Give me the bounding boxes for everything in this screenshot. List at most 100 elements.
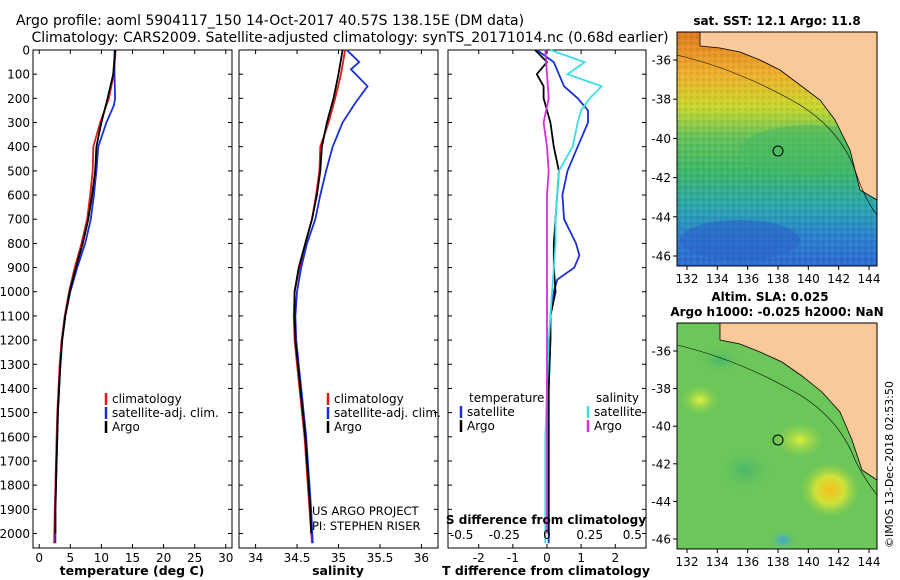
sla-map-panel: Altim. SLA: 0.025 Argo h1000: -0.025 h20…: [651, 290, 883, 569]
depth-tick-label: 400: [7, 140, 30, 154]
salinity-tick-label: 34.5: [284, 551, 311, 565]
depth-tick-label: 1400: [0, 382, 30, 396]
salinity-panel: 34 34.5 35 35.5 36 salinity climatology sate…: [238, 49, 441, 578]
longitude-tick-label: 138: [767, 272, 790, 286]
s-difference-tick-label: 0.5: [623, 528, 642, 542]
s-difference-tick-label: 0: [543, 528, 551, 542]
latitude-tick-label: -42: [651, 171, 671, 185]
depth-tick-label: 1000: [0, 285, 30, 299]
t-difference-axis-label: T difference from climatology: [442, 563, 650, 578]
salinity-legend: climatology satellite-adj. clim. Argo: [326, 392, 441, 434]
shelf-contour: [677, 344, 877, 496]
s-difference-tick-label: -0.25: [489, 528, 520, 542]
t-difference-tick-label: -1: [507, 551, 519, 565]
legend-label-argo: Argo: [112, 420, 140, 434]
temperature-x-axis: 0 5 10 15 20 25 30: [35, 50, 233, 565]
legend-label-t-argo: Argo: [467, 419, 495, 433]
project-credit: US ARGO PROJECT: [312, 504, 420, 518]
imos-stamp: ©IMOS 13-Dec-2018 02:53:50: [883, 381, 896, 548]
sst-longitude-axis: 132 134 136 138 140 142 144: [676, 266, 880, 286]
pi-credit: PI: STEPHEN RISER: [312, 519, 421, 533]
depth-tick-label: 0: [22, 44, 30, 58]
longitude-tick-label: 134: [706, 555, 729, 569]
depth-tick-label: 1300: [0, 358, 30, 372]
longitude-tick-label: 136: [736, 555, 759, 569]
sla-map-title: Altim. SLA: 0.025: [711, 290, 828, 304]
temperature-tick-label: 30: [218, 551, 233, 565]
longitude-tick-label: 132: [676, 272, 699, 286]
legend-label-t-satellite: satellite: [467, 405, 515, 419]
argo-position-marker: [772, 434, 784, 446]
sst-latitude-axis: -36 -38 -40 -42 -44 -46: [651, 54, 677, 264]
sla-latitude-axis: -36 -38 -40 -42 -44 -46: [651, 345, 677, 547]
salinity-series: [292, 49, 369, 544]
t-difference-tick-label: 0: [543, 551, 551, 565]
sla-map-frame: [676, 322, 878, 550]
temperature-tick-label: 0: [35, 551, 43, 565]
legend-label-climatology: climatology: [334, 392, 404, 406]
latitude-tick-label: -36: [651, 345, 671, 359]
s-difference-tick-label: 0.25: [576, 528, 603, 542]
s-difference-ticks: -0.5 -0.25 0 0.25 0.5: [450, 528, 642, 542]
latitude-tick-label: -38: [651, 93, 671, 107]
depth-tick-label: 1100: [0, 309, 30, 323]
legend-heading-salinity: salinity: [596, 391, 639, 405]
depth-tick-label: 900: [7, 261, 30, 275]
legend-label-satellite: satellite-adj. clim.: [112, 406, 219, 420]
depth-tick-label: 1600: [0, 430, 30, 444]
figure-title-line1: Argo profile: aoml 5904117_150 14-Oct-20…: [16, 13, 524, 29]
temperature-tick-label: 5: [66, 551, 74, 565]
shelf-contour: [677, 54, 877, 216]
latitude-tick-label: -40: [651, 420, 671, 434]
longitude-tick-label: 140: [797, 555, 820, 569]
latitude-tick-label: -46: [651, 250, 671, 264]
legend-label-s-argo: Argo: [594, 419, 622, 433]
longitude-tick-label: 132: [676, 555, 699, 569]
latitude-tick-label: -44: [651, 210, 671, 224]
temperature-tick-label: 25: [187, 551, 202, 565]
depth-axis: 0 100 200 300 400 500 600 700 800 900 1000 1100 1200…: [0, 44, 232, 541]
sst-map-title: sat. SST: 12.1 Argo: 11.8: [693, 14, 860, 28]
t-difference-tick-label: -2: [473, 551, 485, 565]
salinity-tick-label: 34: [248, 551, 263, 565]
difference-depth-ticks: [448, 49, 646, 534]
depth-tick-label: 1800: [0, 479, 30, 493]
salinity-tick-label: 35: [331, 551, 346, 565]
depth-tick-label: 1200: [0, 334, 30, 348]
legend-label-climatology: climatology: [112, 392, 182, 406]
sst-map-panel: sat. SST: 12.1 Argo: 11.8 -36 -38 -40 -42 -4…: [651, 14, 880, 286]
latitude-tick-label: -40: [651, 132, 671, 146]
temperature-tick-label: 20: [156, 551, 171, 565]
latitude-tick-label: -36: [651, 54, 671, 68]
longitude-tick-label: 142: [827, 272, 850, 286]
legend-label-argo: Argo: [334, 420, 362, 434]
land-mass: [719, 323, 877, 481]
difference-panel: -2 -1 0 1 2 S difference from climatology -0…: [442, 49, 650, 578]
salinity-difference-legend: salinity satellite Argo: [586, 391, 642, 433]
latitude-tick-label: -38: [651, 382, 671, 396]
depth-tick-label: 800: [7, 237, 30, 251]
temperature-legend: climatology satellite-adj. clim. Argo: [104, 392, 219, 434]
depth-tick-label: 100: [7, 68, 30, 82]
salinity-plot-frame: [238, 49, 439, 549]
t-difference-tick-label: 2: [611, 551, 619, 565]
sla-longitude-axis: 132 134 136 138 140 142 144: [676, 549, 881, 569]
temperature-plot-frame: [32, 49, 233, 549]
longitude-tick-label: 142: [827, 555, 850, 569]
depth-tick-label: 200: [7, 92, 30, 106]
longitude-tick-label: 136: [736, 272, 759, 286]
legend-heading-temperature: temperature: [469, 391, 544, 405]
depth-tick-label: 500: [7, 164, 30, 178]
depth-tick-label: 700: [7, 213, 30, 227]
depth-tick-label: 2000: [0, 527, 30, 541]
sla-map-subtitle: Argo h1000: -0.025 h2000: NaN: [670, 305, 883, 319]
longitude-tick-label: 134: [706, 272, 729, 286]
legend-label-satellite: satellite-adj. clim.: [334, 406, 441, 420]
temperature-axis-label: temperature (deg C): [60, 563, 205, 578]
s-difference-argo-line: [542, 49, 550, 534]
longitude-tick-label: 144: [858, 555, 881, 569]
temperature-tick-label: 10: [94, 551, 109, 565]
temperature-panel: 0100200300400500600700800900100011001200…: [0, 44, 233, 579]
salinity-argo-line: [293, 49, 344, 534]
